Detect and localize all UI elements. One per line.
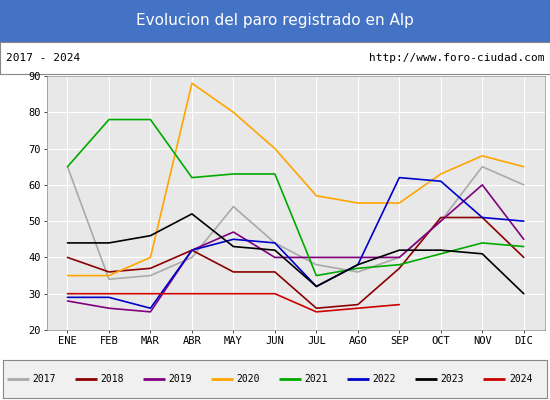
Text: http://www.foro-ciudad.com: http://www.foro-ciudad.com (369, 53, 544, 63)
Text: 2023: 2023 (441, 374, 464, 384)
Text: 2018: 2018 (101, 374, 124, 384)
Text: 2020: 2020 (236, 374, 260, 384)
Text: 2017: 2017 (32, 374, 56, 384)
Text: 2019: 2019 (168, 374, 192, 384)
Text: 2024: 2024 (509, 374, 532, 384)
Text: Evolucion del paro registrado en Alp: Evolucion del paro registrado en Alp (136, 14, 414, 28)
Text: 2017 - 2024: 2017 - 2024 (6, 53, 80, 63)
Text: 2022: 2022 (373, 374, 396, 384)
Text: 2021: 2021 (305, 374, 328, 384)
